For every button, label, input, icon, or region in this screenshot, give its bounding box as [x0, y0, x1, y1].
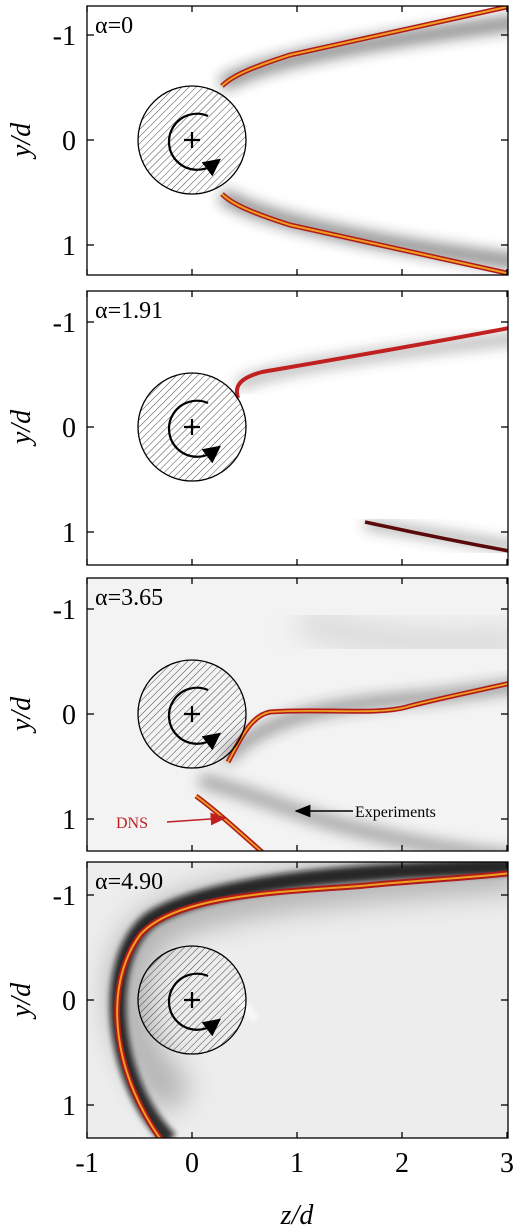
panel-alpha-3-65: DNS Experiments — [86, 577, 509, 852]
x-tick-label: 1 — [290, 1148, 304, 1179]
dns-arrow — [166, 812, 227, 826]
x-tick-label: -1 — [75, 1148, 98, 1179]
y-axis-label-var: y — [6, 144, 37, 160]
y-axis-label: y/d — [6, 409, 37, 447]
y-tick-label: 1 — [62, 1091, 76, 1122]
axis-ticks: -1 0 1 α=0 -1 0 1 α=1.91 -1 0 1 α=3.65 -1 0 1 α=4.90 -1 0… — [53, 6, 514, 1179]
center-plus-icon — [184, 132, 200, 148]
svg-text:y/d: y/d — [6, 409, 37, 447]
svg-text:y/d: y/d — [6, 982, 37, 1020]
y-tick-label: -1 — [53, 21, 76, 52]
rotation-arrow-icon — [167, 112, 222, 177]
rotation-arrow-icon — [167, 686, 222, 751]
rotating-cylinder — [137, 372, 247, 482]
rotation-arrow-icon — [167, 399, 222, 464]
y-axis-label: y/d — [6, 696, 37, 734]
y-tick-label: 0 — [62, 986, 76, 1017]
panel-label: α=1.91 — [95, 298, 163, 324]
y-tick-label: 1 — [62, 805, 76, 836]
dns-label: DNS — [116, 815, 148, 832]
panel-alpha-0 — [86, 5, 509, 276]
experiments-label: Experiments — [355, 804, 436, 821]
dns-shear-layer — [234, 326, 508, 399]
rotating-cylinder — [137, 945, 247, 1055]
center-plus-icon — [184, 706, 200, 722]
rotation-arrow-icon — [167, 972, 222, 1037]
x-axis-label: z/d — [280, 1200, 315, 1231]
rotating-cylinder — [137, 85, 247, 195]
y-tick-label: 0 — [62, 413, 76, 444]
y-tick-label: 0 — [62, 126, 76, 157]
experiment-shear-layer — [198, 773, 508, 851]
y-tick-label: 0 — [62, 700, 76, 731]
center-plus-icon — [184, 419, 200, 435]
y-tick-label: -1 — [53, 595, 76, 626]
y-axis-label: y/d — [6, 982, 37, 1020]
panel-label: α=0 — [95, 13, 133, 39]
y-axis-label: y/d — [6, 122, 37, 160]
panel-alpha-4-90 — [86, 861, 509, 1139]
y-tick-label: -1 — [53, 881, 76, 912]
dns-shear-layer — [364, 520, 508, 553]
svg-text:y/d: y/d — [6, 122, 37, 160]
x-tick-label: 0 — [185, 1148, 199, 1179]
y-tick-label: -1 — [53, 308, 76, 339]
svg-text:y/d: y/d — [6, 696, 37, 734]
rotating-cylinder — [137, 659, 247, 769]
center-plus-icon — [184, 992, 200, 1008]
panel-alpha-1-91 — [86, 290, 509, 566]
y-tick-label: 1 — [62, 518, 76, 549]
panel-label: α=4.90 — [95, 869, 163, 895]
panel-label: α=3.65 — [95, 585, 163, 611]
experiment-shear-layer — [235, 334, 508, 390]
y-tick-label: 1 — [62, 231, 76, 262]
x-tick-label: 2 — [395, 1148, 409, 1179]
x-tick-label: 3 — [500, 1148, 514, 1179]
y-axis-label-den: d — [6, 122, 37, 137]
